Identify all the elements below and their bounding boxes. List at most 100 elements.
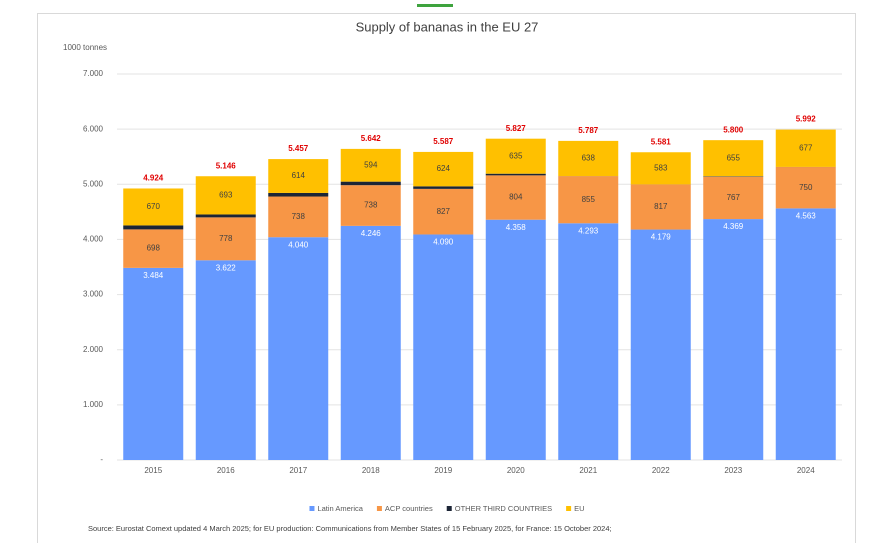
- legend-label: OTHER THIRD COUNTRIES: [455, 504, 552, 513]
- bar-segment: [558, 140, 619, 177]
- data-label: 738: [292, 212, 306, 221]
- total-label: 5.587: [433, 137, 454, 146]
- bar-segment: [340, 185, 401, 226]
- x-tick-label: 2023: [724, 466, 742, 475]
- bar-segment: [630, 184, 691, 230]
- y-tick-label: 3.000: [83, 290, 104, 299]
- data-label: 4.246: [361, 229, 382, 238]
- bar-segment: [123, 267, 184, 460]
- data-label: 677: [799, 143, 813, 152]
- data-label: 738: [364, 201, 378, 210]
- y-tick-label: 6.000: [83, 124, 104, 133]
- data-label: 778: [219, 234, 233, 243]
- x-tick-label: 2016: [217, 466, 235, 475]
- bar-segment: [703, 140, 764, 177]
- legend-swatch: [376, 506, 382, 511]
- bar-segment: [775, 129, 836, 167]
- total-label: 4.924: [143, 174, 164, 183]
- bar-segment: [195, 176, 256, 215]
- total-label: 5.642: [361, 134, 382, 143]
- data-label: 670: [147, 202, 161, 211]
- chart-title: Supply of bananas in the EU 27: [356, 19, 539, 34]
- bar-segment: [413, 234, 474, 460]
- bar-segment: [485, 173, 546, 176]
- legend-swatch: [566, 506, 572, 511]
- data-label: 4.090: [433, 238, 454, 247]
- data-label: 698: [147, 244, 161, 253]
- bar-segment: [268, 196, 329, 238]
- chart-frame: [37, 13, 856, 543]
- bar-segment: [630, 229, 691, 460]
- bar-segment: [195, 260, 256, 460]
- data-label: 4.040: [288, 240, 309, 249]
- y-tick-label: -: [100, 455, 103, 464]
- bar-segment: [558, 223, 619, 460]
- data-label: 638: [582, 154, 596, 163]
- data-label: 750: [799, 183, 813, 192]
- y-tick-label: 2.000: [83, 345, 104, 354]
- x-tick-label: 2017: [289, 466, 307, 475]
- bar-segment: [123, 229, 184, 268]
- bar-segment: [558, 176, 619, 224]
- y-tick-label: 1.000: [83, 400, 104, 409]
- bar-segment: [340, 225, 401, 460]
- data-label: 4.293: [578, 226, 599, 235]
- total-label: 5.827: [506, 124, 527, 133]
- bar-segment: [775, 167, 836, 209]
- source-note: Source: Eurostat Comext updated 4 March …: [88, 524, 612, 533]
- bar-segment: [485, 138, 546, 174]
- bar-segment: [413, 186, 474, 189]
- bar-segment: [268, 159, 329, 193]
- data-label: 3.484: [143, 271, 164, 280]
- data-label: 767: [727, 193, 741, 202]
- bar-segment: [775, 208, 836, 460]
- total-label: 5.992: [796, 115, 817, 124]
- bar-segment: [340, 148, 401, 182]
- legend-swatch: [446, 506, 452, 511]
- data-label: 693: [219, 190, 233, 199]
- data-label: 855: [582, 195, 596, 204]
- data-label: 594: [364, 160, 378, 169]
- y-tick-label: 5.000: [83, 179, 104, 188]
- data-label: 4.179: [651, 233, 672, 242]
- bar-segment: [268, 192, 329, 197]
- bar-segment: [195, 214, 256, 218]
- header-bar: [417, 4, 453, 7]
- data-label: 817: [654, 202, 668, 211]
- y-tick-label: 7.000: [83, 69, 104, 78]
- x-tick-label: 2015: [144, 466, 162, 475]
- bar-segment: [413, 151, 474, 187]
- data-label: 4.563: [796, 211, 817, 220]
- bar-segment: [485, 219, 546, 460]
- bar-segment: [340, 181, 401, 186]
- x-tick-label: 2024: [797, 466, 815, 475]
- total-label: 5.457: [288, 144, 309, 153]
- data-label: 635: [509, 151, 523, 160]
- bar-segment: [268, 237, 329, 460]
- bar-segment: [485, 175, 546, 220]
- x-tick-label: 2018: [362, 466, 380, 475]
- bar-segment: [123, 188, 184, 226]
- legend-label: EU: [574, 504, 584, 513]
- data-label: 827: [437, 207, 451, 216]
- x-tick-label: 2021: [579, 466, 597, 475]
- data-label: 583: [654, 163, 668, 172]
- y-tick-label: 4.000: [83, 235, 104, 244]
- data-label: 3.622: [216, 263, 237, 272]
- bar-segment: [703, 219, 764, 460]
- total-label: 5.146: [216, 161, 237, 170]
- data-label: 624: [437, 164, 451, 173]
- y-axis-label: 1000 tonnes: [63, 43, 107, 52]
- bar-segment: [413, 188, 474, 235]
- total-label: 5.581: [651, 137, 672, 146]
- legend-label: ACP countries: [385, 504, 433, 513]
- x-tick-label: 2020: [507, 466, 525, 475]
- bar-segment: [195, 217, 256, 261]
- data-label: 4.369: [723, 222, 744, 231]
- legend-label: Latin America: [317, 504, 363, 513]
- legend-swatch: [309, 506, 315, 511]
- bar-segment: [703, 176, 764, 220]
- bar-segment: [630, 152, 691, 185]
